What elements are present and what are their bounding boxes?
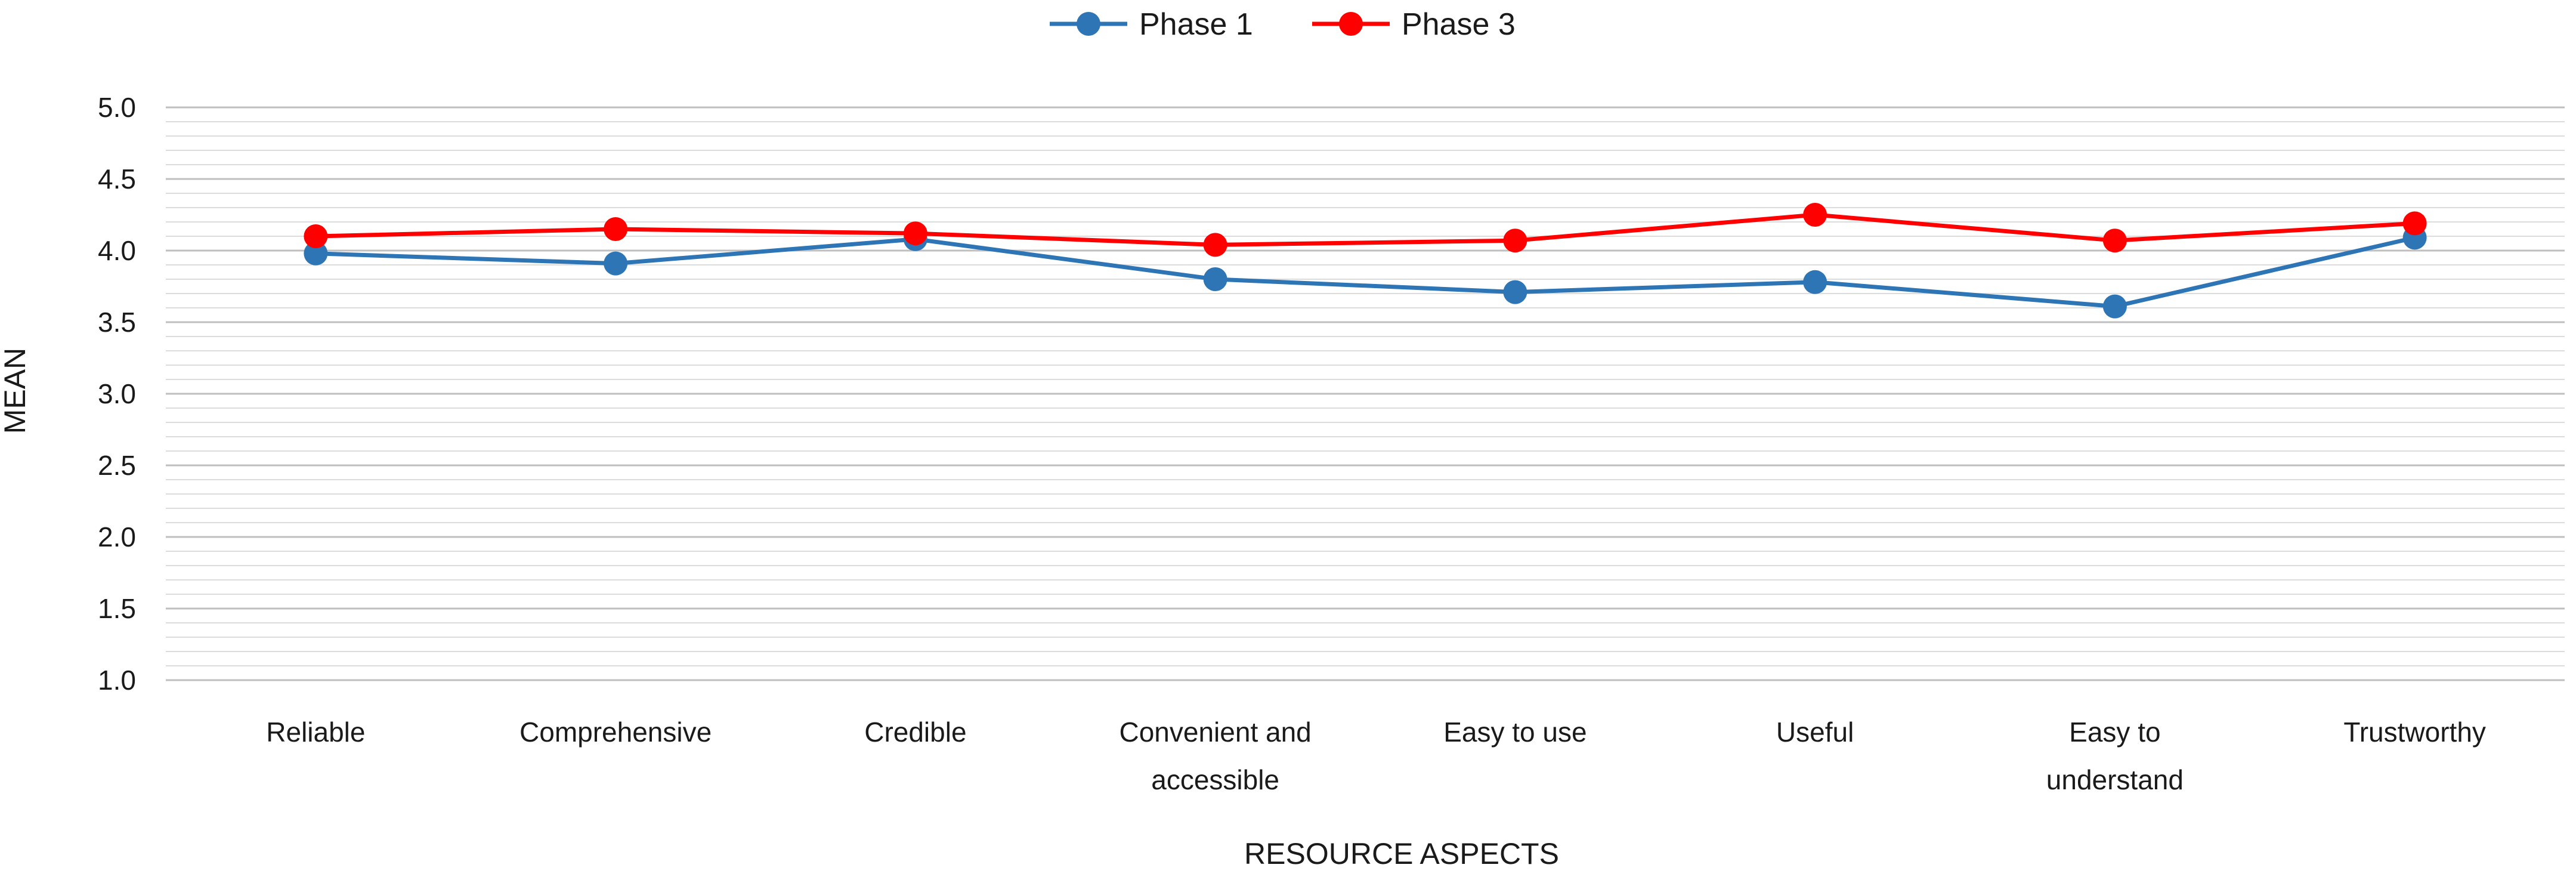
phase-3-point xyxy=(304,224,328,248)
y-tick-label: 5.0 xyxy=(98,92,136,123)
phase-3-point xyxy=(1503,229,1527,253)
phase-3-point xyxy=(2102,229,2127,253)
gridlines xyxy=(166,106,2565,681)
y-tick-label: 4.0 xyxy=(98,235,136,266)
x-tick-label: Convenient and accessible xyxy=(1120,717,1312,795)
phase-1-point xyxy=(1203,267,1227,291)
phase-3-point xyxy=(604,217,628,241)
phase-3-point xyxy=(903,221,927,246)
y-tick-label: 4.5 xyxy=(98,163,136,194)
y-tick-label: 1.0 xyxy=(98,665,136,696)
legend: Phase 1 Phase 3 xyxy=(1050,7,1516,42)
phase-3-legend-label: Phase 3 xyxy=(1402,7,1516,42)
x-tick-label: Easy to use xyxy=(1443,717,1587,748)
x-axis-ticks: Reliable Comprehensive Credible Convenient … xyxy=(266,717,2486,795)
phase-1-point xyxy=(304,241,328,265)
x-tick-label: Reliable xyxy=(266,717,365,748)
y-tick-label: 3.5 xyxy=(98,307,136,338)
x-tick-label: Easy to understand xyxy=(2046,717,2184,795)
phase-1-legend-label: Phase 1 xyxy=(1139,7,1253,42)
y-tick-label: 1.5 xyxy=(98,593,136,624)
phase-1-point xyxy=(1503,280,1527,304)
y-axis-title: MEAN xyxy=(0,348,32,434)
y-axis-ticks: 1.0 1.5 2.0 2.5 3.0 3.5 4.0 4.5 5.0 xyxy=(98,92,136,696)
phase-3-legend-marker xyxy=(1339,12,1363,36)
x-tick-label: Useful xyxy=(1776,717,1854,748)
x-axis-title: RESOURCE ASPECTS xyxy=(1244,837,1559,870)
phase-3-point xyxy=(2402,211,2427,236)
y-tick-label: 2.5 xyxy=(98,450,136,481)
phase-1-point xyxy=(604,251,628,276)
phase-3-point xyxy=(1803,203,1827,227)
phase-1-line xyxy=(316,235,2416,309)
x-tick-label: Trustworthy xyxy=(2343,717,2486,748)
series-lines xyxy=(304,203,2427,319)
y-tick-label: 3.0 xyxy=(98,378,136,409)
y-tick-label: 2.0 xyxy=(98,521,136,552)
phase-3-point xyxy=(1203,233,1227,257)
phase-3-line xyxy=(316,212,2415,247)
phase-1-point xyxy=(1803,270,1827,294)
phase-1-point xyxy=(2102,294,2127,319)
x-tick-label: Comprehensive xyxy=(519,717,712,748)
x-tick-label: Credible xyxy=(864,717,966,748)
phase-1-legend-marker xyxy=(1077,12,1100,36)
